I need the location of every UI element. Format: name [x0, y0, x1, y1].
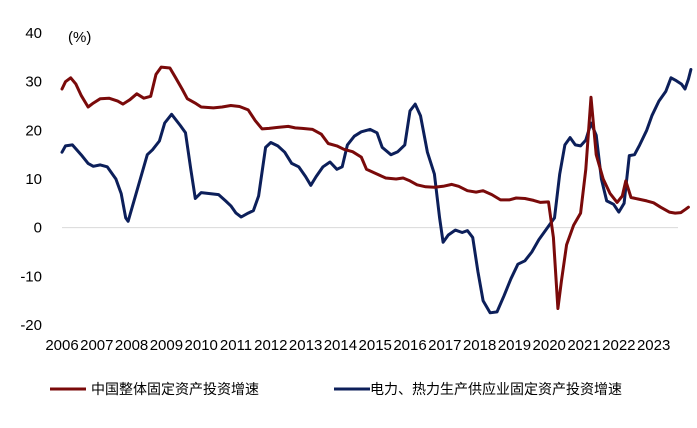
x-tick-label: 2011 [220, 337, 252, 354]
y-axis: 40 30 20 10 0 -10 -20 [20, 25, 42, 334]
x-tick-label: 2023 [637, 337, 670, 354]
x-tick-label: 2014 [324, 337, 357, 354]
series-line-0 [60, 65, 690, 310]
x-tick-label: 2022 [602, 337, 635, 354]
unit-label: (%) [68, 29, 91, 46]
x-tick-label: 2010 [185, 337, 218, 354]
x-tick-label: 2008 [115, 337, 148, 354]
y-tick-label: 30 [25, 74, 42, 91]
y-tick-label: 20 [25, 122, 42, 139]
x-tick-label: 2021 [567, 337, 600, 354]
x-tick-label: 2017 [428, 337, 461, 354]
x-tick-label: 2020 [533, 337, 566, 354]
x-tick-label: 2006 [45, 337, 78, 354]
legend: 中国整体固定资产投资增速 电力、热力生产供应业固定资产投资增速 [50, 381, 622, 398]
y-tick-label: 10 [25, 171, 42, 188]
x-tick-label: 2016 [393, 337, 426, 354]
x-tick-label: 2015 [359, 337, 392, 354]
series-lines [60, 65, 693, 315]
x-tick-label: 2018 [463, 337, 496, 354]
series-line-1 [60, 68, 693, 315]
x-axis: 2006 2007 2008 2009 2010 2011 2012 2013 2014 2015… [45, 337, 670, 354]
legend-label-0: 中国整体固定资产投资增速 [91, 382, 259, 398]
y-tick-label: -20 [20, 317, 42, 334]
x-tick-label: 2007 [80, 337, 113, 354]
legend-label-1: 电力、热力生产供应业固定资产投资增速 [370, 381, 622, 398]
y-tick-label: -10 [20, 268, 42, 285]
y-tick-label: 40 [25, 25, 42, 42]
x-tick-label: 2019 [498, 337, 531, 354]
x-tick-label: 2009 [150, 337, 183, 354]
x-tick-label: 2013 [289, 337, 322, 354]
x-tick-label: 2012 [254, 337, 287, 354]
y-tick-label: 0 [34, 220, 42, 237]
